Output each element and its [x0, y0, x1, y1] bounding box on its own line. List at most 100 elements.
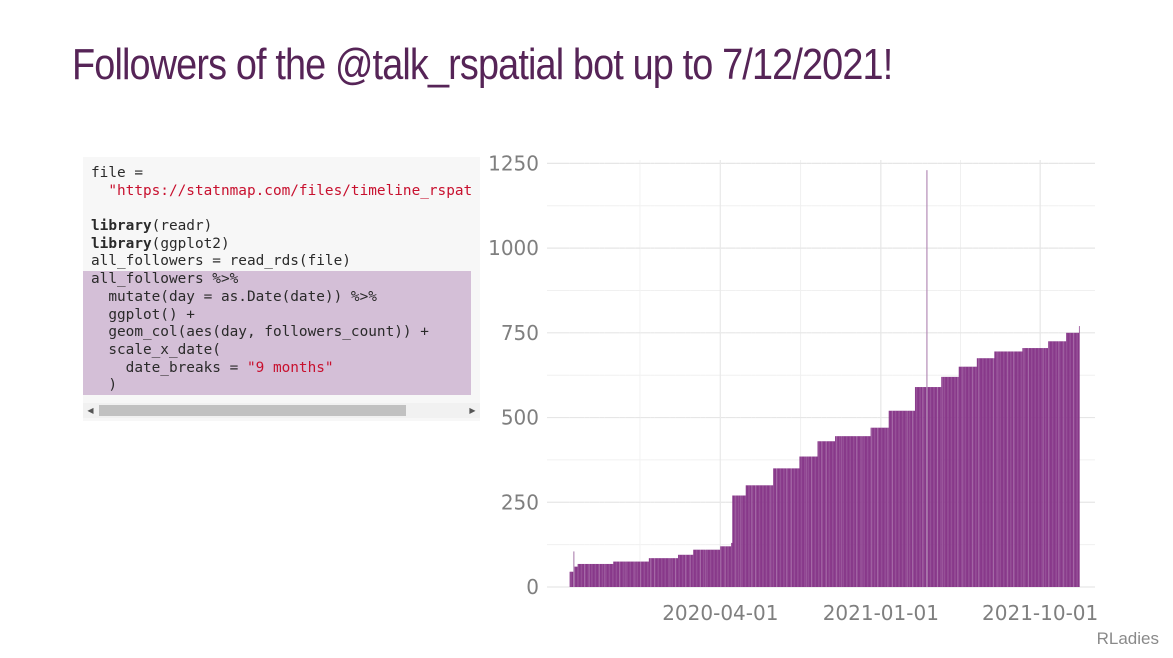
- bar: [661, 558, 663, 587]
- bar: [700, 549, 702, 587]
- bar: [945, 376, 947, 587]
- bar: [1047, 348, 1049, 587]
- bar: [1077, 332, 1079, 587]
- bar: [872, 427, 874, 587]
- bar: [905, 410, 906, 587]
- bar: [785, 468, 787, 587]
- bar: [1034, 348, 1035, 587]
- bar: [918, 387, 920, 587]
- bar: [1074, 332, 1076, 587]
- bar: [823, 441, 825, 587]
- bar: [1044, 348, 1046, 587]
- bar: [652, 558, 654, 587]
- bar: [729, 546, 731, 587]
- bar: [589, 563, 591, 587]
- bar: [853, 436, 854, 587]
- bar: [832, 441, 833, 587]
- bar: [600, 563, 602, 587]
- bar: [762, 485, 764, 587]
- bar: [906, 410, 907, 587]
- bar: [847, 436, 848, 587]
- bar: [727, 546, 729, 587]
- bar: [697, 549, 699, 587]
- bar: [659, 558, 661, 587]
- bar: [726, 546, 728, 587]
- bar: [1006, 351, 1008, 587]
- bar: [930, 387, 932, 587]
- bar: [1034, 348, 1036, 587]
- bar: [605, 563, 606, 587]
- scroll-left-arrow-icon[interactable]: ◀: [87, 406, 94, 415]
- bar: [1004, 351, 1005, 587]
- bar: [627, 561, 628, 587]
- bar: [964, 366, 966, 587]
- bar: [661, 558, 662, 587]
- bar: [997, 351, 998, 587]
- bar: [987, 358, 989, 587]
- bar: [856, 436, 857, 587]
- bar: [1074, 332, 1076, 587]
- bar: [980, 358, 982, 587]
- bar: [1070, 332, 1072, 587]
- horizontal-scrollbar[interactable]: ◀ ▶: [83, 403, 480, 418]
- bar: [910, 410, 912, 587]
- bar: [617, 561, 619, 587]
- bar: [1031, 348, 1033, 587]
- bar: [629, 561, 631, 587]
- bar: [753, 485, 755, 587]
- bar: [1032, 348, 1034, 587]
- code-body[interactable]: file = "https://statnmap.com/files/timel…: [83, 165, 480, 397]
- bar: [863, 436, 864, 587]
- bar: [1043, 348, 1045, 587]
- bar: [648, 558, 650, 587]
- bar: [992, 358, 994, 587]
- bar: [793, 468, 795, 587]
- bar: [835, 436, 837, 587]
- bar: [1000, 351, 1002, 587]
- scrollbar-thumb[interactable]: [99, 405, 406, 416]
- bar: [975, 366, 977, 587]
- bar: [604, 563, 606, 587]
- bar: [972, 366, 974, 587]
- bar: [594, 563, 596, 587]
- bar: [877, 427, 878, 587]
- bar: [913, 410, 914, 587]
- bar: [580, 563, 582, 587]
- bar: [835, 436, 836, 587]
- bar: [702, 549, 704, 587]
- bar: [720, 546, 722, 587]
- bar: [782, 468, 784, 587]
- bar: [647, 561, 648, 587]
- bar: [897, 410, 899, 587]
- bar: [1042, 348, 1044, 587]
- bar: [831, 441, 833, 587]
- bar: [867, 436, 869, 587]
- bar: [827, 441, 829, 587]
- bar: [578, 563, 580, 587]
- bar: [712, 549, 714, 587]
- bar: [980, 358, 982, 587]
- bar: [718, 549, 720, 587]
- bar: [640, 561, 642, 587]
- bar: [746, 485, 748, 587]
- bar: [665, 558, 667, 587]
- bar: [1007, 351, 1009, 587]
- bar: [666, 558, 668, 587]
- bar: [921, 387, 923, 587]
- bar: [1076, 332, 1077, 587]
- bar: [1057, 341, 1059, 587]
- bar: [612, 563, 613, 587]
- bar: [710, 549, 711, 587]
- bar: [705, 549, 707, 587]
- bar: [662, 558, 663, 587]
- bar: [1001, 351, 1003, 587]
- bar: [701, 549, 703, 587]
- bar: [898, 410, 900, 587]
- bar: [743, 495, 745, 587]
- bar: [812, 456, 814, 587]
- bar: [581, 563, 583, 587]
- bar: [582, 563, 584, 587]
- scroll-right-arrow-icon[interactable]: ▶: [469, 406, 476, 415]
- bar: [1055, 341, 1056, 587]
- bar: [773, 468, 775, 587]
